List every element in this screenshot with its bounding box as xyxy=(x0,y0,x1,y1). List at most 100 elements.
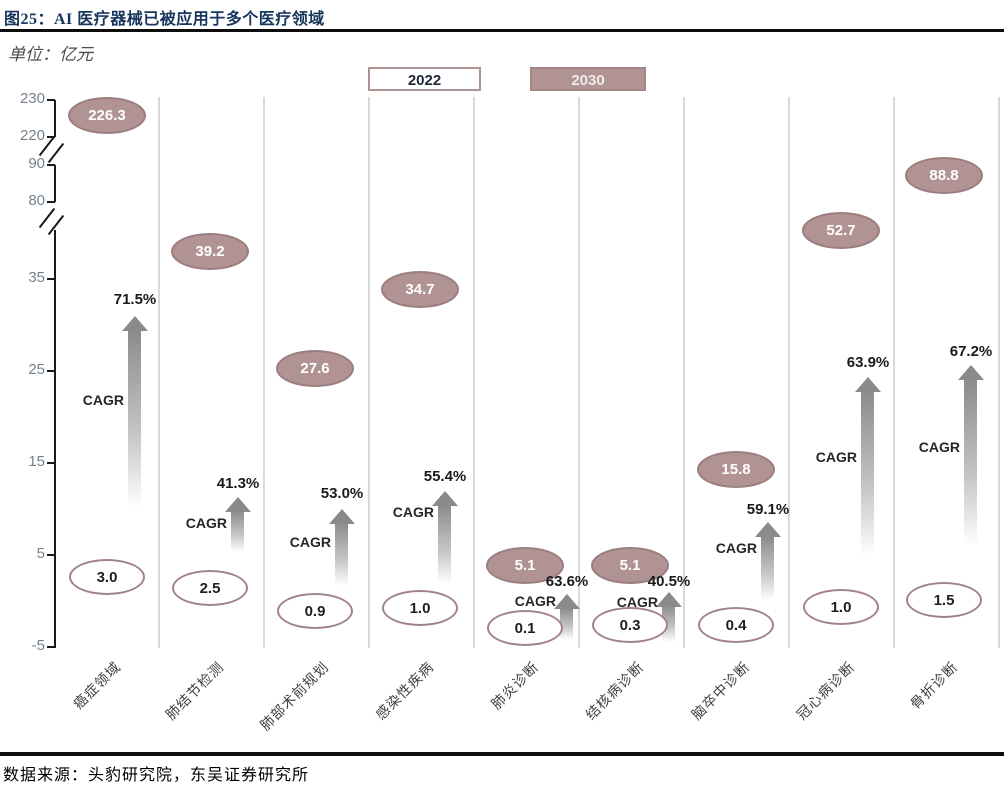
y-axis-tick xyxy=(47,99,55,101)
unit-label: 单位：亿元 xyxy=(8,45,93,64)
column-separator xyxy=(893,97,895,648)
cagr-label: CAGR xyxy=(918,439,960,455)
value-bubble-2022: 3.0 xyxy=(69,559,145,595)
growth-arrow-icon xyxy=(122,316,148,331)
y-axis-tick xyxy=(47,554,55,556)
value-bubble-2030: 27.6 xyxy=(276,350,354,387)
value-bubble-2022: 0.1 xyxy=(487,610,563,646)
growth-arrow-stem xyxy=(231,510,244,552)
value-bubble-2022: 1.0 xyxy=(382,590,458,626)
cagr-label: CAGR xyxy=(715,540,757,556)
growth-arrow-stem xyxy=(560,607,573,640)
cagr-label: CAGR xyxy=(514,593,556,609)
value-bubble-2022: 0.9 xyxy=(277,593,353,629)
legend-2022: 2022 xyxy=(368,67,481,91)
footer-divider xyxy=(0,752,1004,756)
cagr-percent-label: 41.3% xyxy=(216,475,260,492)
y-axis-tick-label: 25 xyxy=(28,361,45,378)
cagr-percent-label: 55.4% xyxy=(423,468,467,485)
growth-arrow-stem xyxy=(761,535,774,600)
column-separator xyxy=(578,97,580,648)
value-bubble-2022: 2.5 xyxy=(172,570,248,606)
value-bubble-2030: 5.1 xyxy=(486,547,564,584)
cagr-percent-label: 40.5% xyxy=(647,573,691,590)
cagr-percent-label: 59.1% xyxy=(746,501,790,518)
category-label: 感染性疾病 xyxy=(372,658,437,723)
y-axis-line xyxy=(54,100,56,137)
value-bubble-2030: 5.1 xyxy=(591,547,669,584)
growth-arrow-stem xyxy=(128,329,141,508)
cagr-label: CAGR xyxy=(289,534,331,550)
growth-arrow-icon xyxy=(554,594,580,609)
source-note: 数据来源：头豹研究院，东吴证券研究所 xyxy=(3,767,310,784)
growth-arrow-stem xyxy=(964,378,977,546)
category-label: 冠心病诊断 xyxy=(793,658,858,723)
column-separator xyxy=(998,97,1000,648)
growth-arrow-icon xyxy=(432,491,458,506)
category-label: 脑卒中诊断 xyxy=(688,658,753,723)
cagr-label: CAGR xyxy=(616,594,658,610)
category-label: 结核病诊断 xyxy=(582,658,647,723)
value-bubble-2030: 88.8 xyxy=(905,157,983,194)
legend-2030: 2030 xyxy=(530,67,646,91)
growth-arrow-icon xyxy=(225,497,251,512)
y-axis-tick-label: 220 xyxy=(19,127,45,144)
y-axis-tick-label: 35 xyxy=(28,269,45,286)
value-bubble-2022: 1.0 xyxy=(803,589,879,625)
cagr-label: CAGR xyxy=(392,504,434,520)
category-label: 肺结节检测 xyxy=(162,658,227,723)
title-divider xyxy=(0,29,1004,32)
growth-arrow-icon xyxy=(958,365,984,380)
cagr-percent-label: 71.5% xyxy=(113,291,157,308)
cagr-label: CAGR xyxy=(185,515,227,531)
cagr-label: CAGR xyxy=(82,392,124,408)
growth-arrow-stem xyxy=(438,504,451,584)
value-bubble-2030: 15.8 xyxy=(697,451,775,488)
column-separator xyxy=(262,97,265,648)
y-axis-line xyxy=(54,230,56,648)
column-separator xyxy=(683,97,685,648)
value-bubble-2022: 0.4 xyxy=(698,607,774,643)
growth-arrow-icon xyxy=(855,377,881,392)
y-axis-tick-label: 90 xyxy=(28,155,45,172)
category-label: 肺炎诊断 xyxy=(487,658,542,713)
y-axis-tick xyxy=(47,201,55,203)
column-separator xyxy=(473,97,475,648)
growth-arrow-stem xyxy=(335,522,348,586)
value-bubble-2030: 52.7 xyxy=(802,212,880,249)
axis-break-icon xyxy=(47,142,65,164)
legend-2022-label: 2022 xyxy=(407,72,442,89)
growth-arrow-icon xyxy=(656,592,682,607)
growth-arrow-icon xyxy=(329,509,355,524)
cagr-percent-label: 63.9% xyxy=(846,354,890,371)
figure-title: 图25：AI 医疗器械已被应用于多个医疗领域 xyxy=(4,11,325,28)
category-label: 肺部术前规划 xyxy=(256,658,332,734)
cagr-percent-label: 63.6% xyxy=(545,573,589,590)
category-label: 癌症领域 xyxy=(69,658,124,713)
y-axis-tick xyxy=(47,646,55,648)
value-bubble-2022: 0.3 xyxy=(592,607,668,643)
y-axis-tick-label: 80 xyxy=(28,192,45,209)
y-axis-tick xyxy=(47,278,55,280)
column-separator xyxy=(788,97,790,648)
cagr-percent-label: 53.0% xyxy=(320,485,364,502)
y-axis-tick xyxy=(47,164,55,166)
y-axis-tick xyxy=(47,370,55,372)
column-separator xyxy=(158,97,160,648)
y-axis-tick xyxy=(47,136,55,138)
value-bubble-2030: 226.3 xyxy=(68,97,146,134)
value-bubble-2030: 39.2 xyxy=(171,233,249,270)
y-axis-line xyxy=(54,165,56,202)
legend-2030-label: 2030 xyxy=(571,72,605,89)
y-axis-tick-label: 15 xyxy=(28,453,45,470)
growth-arrow-icon xyxy=(755,522,781,537)
y-axis-tick-label: -5 xyxy=(31,637,45,654)
y-axis-tick xyxy=(47,462,55,464)
category-label: 骨折诊断 xyxy=(906,658,961,713)
growth-arrow-stem xyxy=(861,390,874,556)
growth-arrow-stem xyxy=(662,605,675,642)
value-bubble-2022: 1.5 xyxy=(906,582,982,618)
axis-break-icon xyxy=(38,207,56,229)
